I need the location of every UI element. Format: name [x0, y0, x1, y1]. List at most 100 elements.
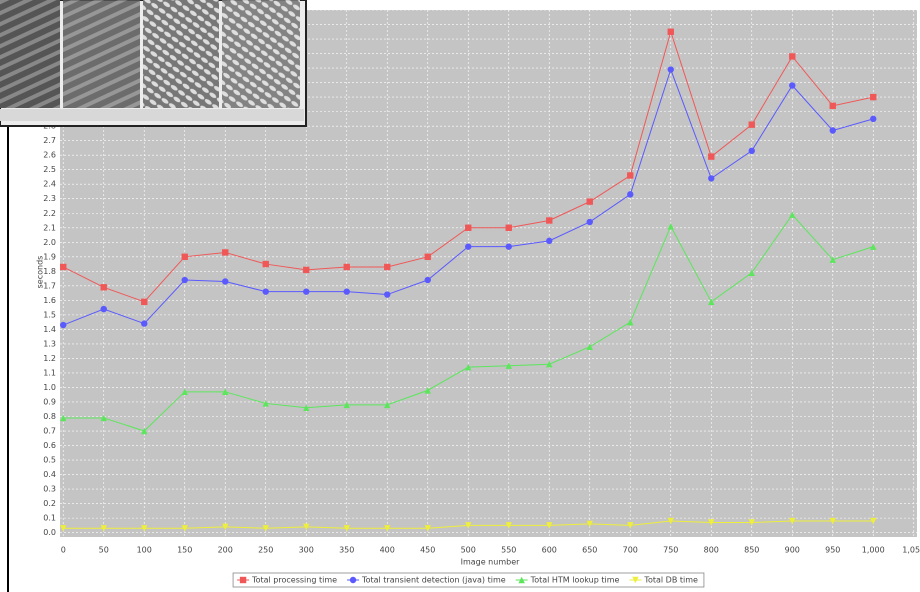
x-tick-label: 800	[704, 546, 719, 555]
y-tick-label: 2.5	[43, 165, 56, 174]
marker	[587, 219, 593, 225]
marker	[708, 153, 714, 159]
y-tick-label: 0.7	[43, 427, 56, 436]
x-tick-label: 950	[825, 546, 840, 555]
marker	[60, 322, 66, 328]
x-tick-label: 100	[137, 546, 152, 555]
marker	[384, 264, 390, 270]
marker	[263, 288, 269, 294]
marker	[465, 225, 471, 231]
marker	[344, 288, 350, 294]
legend: Total processing time Total transient det…	[233, 573, 704, 587]
legend-marker	[240, 577, 246, 583]
marker	[627, 172, 633, 178]
y-tick-label: 1.8	[43, 267, 56, 276]
marker	[344, 264, 350, 270]
marker	[182, 254, 188, 260]
x-tick-label: 850	[744, 546, 759, 555]
x-tick-label: 500	[461, 546, 476, 555]
legend-label: Total transient detection (java) time	[361, 576, 506, 585]
y-tick-label: 0.8	[43, 412, 56, 421]
legend-label: Total processing time	[251, 576, 337, 585]
x-tick-label: 650	[582, 546, 597, 555]
marker	[222, 278, 228, 284]
image-window	[0, 0, 306, 126]
x-tick-label: 600	[542, 546, 557, 555]
x-tick-label: 250	[258, 546, 273, 555]
marker	[303, 267, 309, 273]
y-axis-label: seconds	[36, 256, 45, 289]
y-tick-label: 0.9	[43, 397, 56, 406]
y-tick-label: 0.5	[43, 456, 56, 465]
y-tick-label: 0.2	[43, 499, 56, 508]
marker	[60, 264, 66, 270]
marker	[141, 299, 147, 305]
marker	[587, 198, 593, 204]
marker	[870, 94, 876, 100]
marker	[546, 238, 552, 244]
chart: 0.0 0.1 0.2 0.3 0.4 0.5 0.6 0.7 0.8 0.9 1.0 1.1 1.2 1…	[0, 0, 920, 592]
marker	[789, 53, 795, 59]
y-tick-label: 1.7	[43, 281, 56, 290]
y-tick-label: 1.1	[43, 368, 56, 377]
y-tick-label: 0.1	[43, 514, 56, 523]
y-tick-label: 1.6	[43, 296, 56, 305]
y-tick-label: 1.4	[43, 325, 56, 334]
marker	[789, 82, 795, 88]
x-tick-label: 900	[785, 546, 800, 555]
x-tick-label: 450	[420, 546, 435, 555]
marker	[668, 66, 674, 72]
x-tick-label: 1,050	[902, 546, 920, 555]
x-tick-label: 150	[177, 546, 192, 555]
y-tick-label: 1.0	[43, 383, 56, 392]
x-tick-label: 750	[663, 546, 678, 555]
marker	[101, 306, 107, 312]
y-tick-label: 2.1	[43, 223, 56, 232]
marker	[141, 320, 147, 326]
marker	[830, 103, 836, 109]
x-tick-label: 550	[501, 546, 516, 555]
marker	[546, 217, 552, 223]
x-tick-label: 350	[339, 546, 354, 555]
y-tick-label: 1.5	[43, 310, 56, 319]
marker	[627, 191, 633, 197]
x-tick-label: 700	[623, 546, 638, 555]
y-tick-label: 2.7	[43, 136, 56, 145]
marker	[263, 261, 269, 267]
x-tick-label: 50	[99, 546, 109, 555]
legend-label: Total HTM lookup time	[530, 576, 620, 585]
y-tick-label: 0.0	[43, 528, 56, 537]
y-tick-label: 1.2	[43, 354, 56, 363]
marker	[708, 175, 714, 181]
x-tick-label: 200	[218, 546, 233, 555]
y-tick-label: 2.6	[43, 151, 56, 160]
marker	[749, 148, 755, 154]
x-tick-label: 0	[61, 546, 66, 555]
page: 0.0 0.1 0.2 0.3 0.4 0.5 0.6 0.7 0.8 0.9 1.0 1.1 1.2 1…	[0, 0, 920, 592]
marker	[749, 121, 755, 127]
y-tick-label: 2.3	[43, 194, 56, 203]
marker	[830, 127, 836, 133]
y-tick-label: 2.2	[43, 209, 56, 218]
y-tick-label: 0.4	[43, 470, 56, 479]
x-tick-label: 300	[299, 546, 314, 555]
marker	[506, 225, 512, 231]
y-tick-label: 0.3	[43, 485, 56, 494]
y-tick-label: 2.4	[43, 180, 56, 189]
y-tick-label: 1.3	[43, 339, 56, 348]
marker	[465, 243, 471, 249]
legend-label: Total DB time	[643, 576, 698, 585]
y-tick-label: 1.9	[43, 252, 56, 261]
marker	[668, 29, 674, 35]
y-tick-label: 0.6	[43, 441, 56, 450]
legend-marker	[350, 577, 356, 583]
x-axis-label: Image number	[461, 558, 521, 567]
marker	[222, 249, 228, 255]
marker	[101, 284, 107, 290]
y-tick-label: 2.0	[43, 238, 56, 247]
marker	[425, 277, 431, 283]
marker	[870, 116, 876, 122]
x-tick-label: 400	[380, 546, 395, 555]
marker	[425, 254, 431, 260]
marker	[182, 277, 188, 283]
